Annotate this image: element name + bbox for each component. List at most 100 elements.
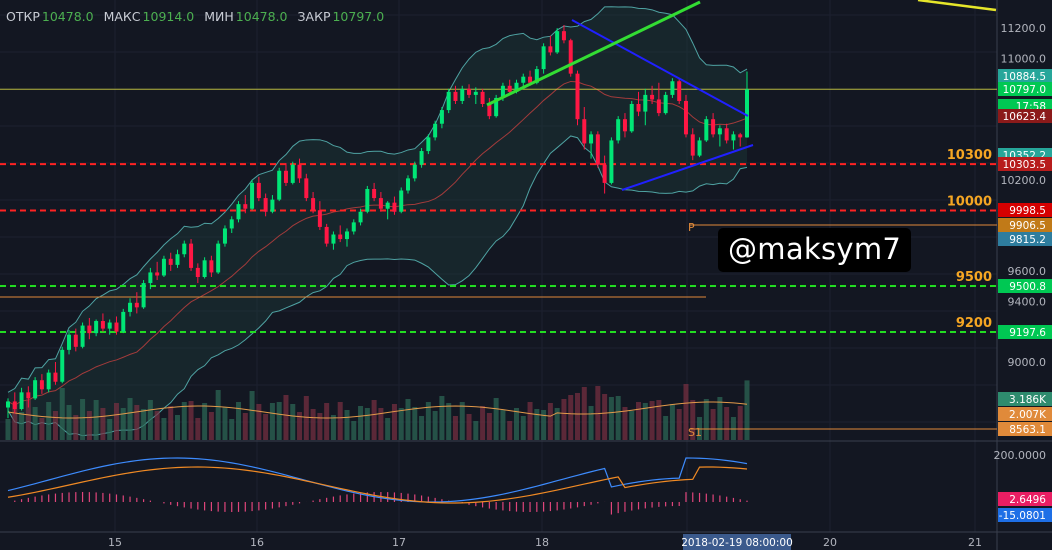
volume-bar (669, 404, 675, 440)
candle-body (568, 40, 573, 74)
candle-body (243, 204, 248, 209)
volume-bar (527, 402, 533, 440)
price-tag-bg (998, 325, 1052, 339)
candle-body (317, 210, 322, 227)
candle-body (399, 190, 404, 212)
candle-body (643, 94, 648, 112)
candle-body (351, 222, 356, 232)
candle-body (277, 170, 282, 200)
volume-bar (385, 418, 391, 440)
volume-bar (120, 408, 126, 440)
candle-body (521, 76, 526, 83)
candle-body (467, 88, 472, 95)
candle-body (283, 170, 288, 183)
price-tick-label: 10200.0 (1001, 174, 1047, 187)
candle-body (561, 31, 566, 41)
volume-bar (412, 407, 418, 440)
candle-body (114, 322, 119, 332)
candle-body (534, 69, 539, 83)
candle-body (311, 198, 316, 211)
candle-body (26, 392, 31, 399)
volume-bar (290, 404, 296, 440)
volume-bar (493, 398, 499, 440)
volume-bar (249, 391, 255, 440)
candle-body (324, 226, 329, 244)
candle-body (87, 325, 92, 334)
candle-body (731, 134, 736, 141)
volume-bar (351, 421, 357, 440)
candle-body (724, 128, 729, 141)
volume-bar (615, 396, 621, 440)
pivot-label: P (688, 221, 695, 234)
candle-body (609, 140, 614, 183)
volume-tag-label: 3.186K (1009, 394, 1047, 406)
price-tag-bg (998, 279, 1052, 293)
candle-body (385, 202, 390, 209)
candle-body (270, 199, 275, 212)
candle-body (541, 46, 546, 70)
candle-body (80, 325, 85, 347)
bollinger-fill (8, 6, 747, 436)
volume-bar (269, 403, 275, 440)
candle-body (528, 76, 533, 83)
volume-bar (174, 415, 180, 440)
volume-bar (622, 407, 628, 440)
volume-bar (378, 408, 384, 440)
candle-body (473, 91, 478, 95)
volume-bar (710, 409, 716, 440)
ohlc-legend: ОТКР 10478.0 МАКС 10914.0 МИН 10478.0 ЗАКР 1079… (6, 9, 394, 24)
volume-bar (554, 408, 560, 440)
volume-bar (39, 418, 45, 440)
price-tag-label: 9500.8 (1009, 281, 1046, 293)
candle-body (704, 119, 709, 141)
candle-body (670, 81, 675, 95)
candle-body (683, 100, 688, 135)
volume-bar (147, 400, 153, 440)
volume-bar (561, 399, 567, 440)
macd-tag-label: -15.0801 (999, 510, 1046, 522)
volume-bar (724, 407, 730, 440)
volume-bar (446, 403, 452, 440)
volume-bar (649, 401, 655, 440)
time-tick-label: 17 (392, 536, 406, 549)
volume-bar (737, 406, 743, 440)
volume-bar (534, 409, 540, 440)
high-label: МАКС (103, 9, 141, 24)
candle-body (745, 89, 749, 138)
candle-body (717, 128, 722, 135)
candle-body (338, 234, 343, 240)
candle-body (650, 94, 655, 100)
candle-body (67, 334, 72, 350)
candle-body (439, 110, 444, 124)
volume-bar (398, 408, 404, 440)
volume-bar (473, 421, 479, 440)
volume-bar (46, 402, 52, 440)
volume-bar (52, 411, 58, 440)
price-tag-bg (998, 218, 1052, 232)
volume-bar (588, 406, 594, 440)
low-label: МИН (204, 9, 234, 24)
volume-bar (703, 399, 709, 440)
candle-body (365, 188, 370, 212)
volume-ma (7, 401, 748, 419)
candle-body (263, 198, 268, 212)
volume-bar (602, 394, 608, 440)
candle-body (209, 260, 214, 273)
candle-body (250, 182, 255, 209)
volume-bar (358, 406, 364, 440)
candle-body (507, 85, 512, 92)
volume-bar (229, 419, 235, 440)
price-tick-label: 9000.0 (1008, 356, 1047, 369)
macd-signal-line (7, 466, 748, 504)
volume-bar (364, 408, 370, 440)
volume-bar (371, 400, 377, 440)
volume-bar (215, 390, 221, 440)
candle-body (256, 182, 261, 199)
watermark-label: @maksym7 (718, 228, 912, 272)
volume-bar (391, 404, 397, 440)
candle-body (575, 73, 580, 120)
volume-bar (608, 397, 614, 440)
close-label: ЗАКР (297, 9, 331, 24)
price-tag-bg (998, 422, 1052, 436)
